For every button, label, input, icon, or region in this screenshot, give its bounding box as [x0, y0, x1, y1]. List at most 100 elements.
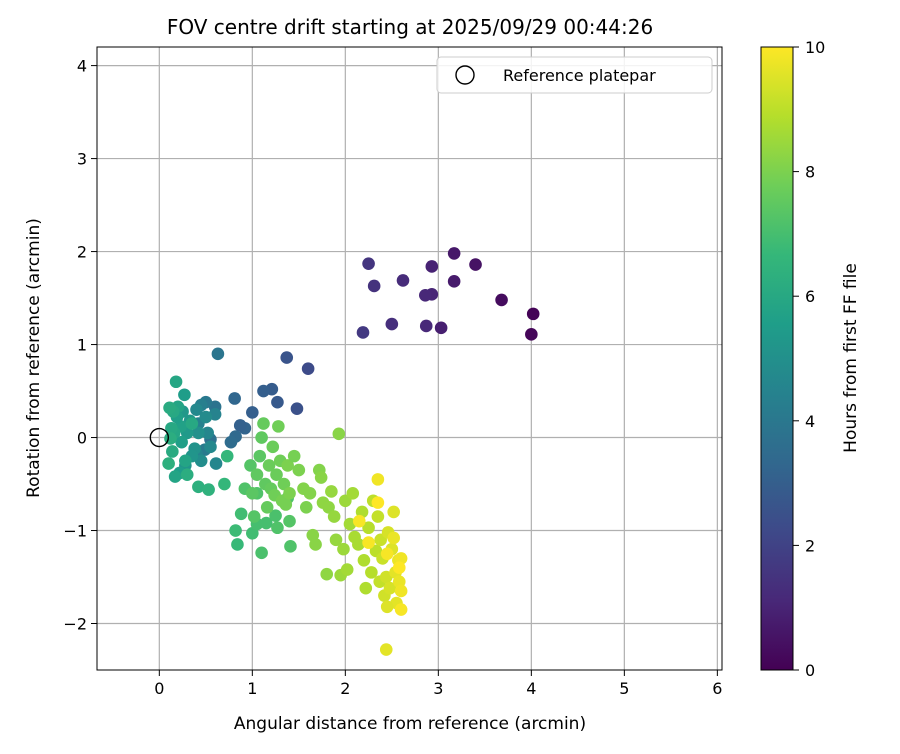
scatter-point — [163, 401, 176, 415]
scatter-point — [434, 321, 448, 335]
scatter-point — [162, 457, 175, 470]
scatter-point — [284, 540, 297, 553]
scatter-point — [346, 487, 360, 500]
scatter-point — [387, 531, 400, 545]
scatter-point — [218, 477, 231, 491]
scatter-point — [231, 538, 244, 551]
y-tick-label: −1 — [63, 522, 87, 541]
scatter-point — [283, 487, 296, 500]
scatter-point — [178, 388, 191, 402]
scatter-point — [371, 510, 385, 523]
x-tick-label: 4 — [526, 679, 536, 698]
scatter-point — [209, 457, 223, 470]
scatter-point — [224, 435, 238, 449]
scatter-point — [255, 546, 268, 560]
scatter-point — [166, 445, 179, 458]
scatter-point — [352, 538, 365, 551]
scatter-point — [185, 417, 199, 430]
scatter-point — [394, 603, 408, 616]
scatter-point — [379, 643, 393, 656]
scatter-point — [250, 468, 264, 482]
data-points — [162, 247, 540, 656]
y-tick-label: −2 — [63, 615, 87, 634]
scatter-point — [447, 247, 461, 260]
y-tick-label: 1 — [77, 336, 87, 355]
scatter-point — [380, 600, 394, 614]
scatter-point — [392, 561, 406, 575]
scatter-point — [526, 307, 540, 321]
scatter-point — [234, 507, 248, 521]
scatter-point — [283, 514, 296, 528]
y-tick-label: 3 — [77, 150, 87, 169]
scatter-point — [287, 449, 301, 463]
x-tick-label: 6 — [712, 679, 722, 698]
scatter-point — [204, 440, 217, 454]
colorbar-gradient — [760, 46, 794, 671]
scatter-point — [380, 547, 394, 561]
scatter-point — [325, 485, 338, 498]
scatter-point — [322, 500, 335, 514]
scatter-point — [192, 426, 205, 440]
scatter-point — [229, 524, 242, 537]
scatter-point — [383, 581, 397, 595]
scatter-point — [327, 510, 341, 523]
x-tick-label: 0 — [154, 679, 164, 698]
scatter-point — [362, 536, 375, 549]
scatter-point — [419, 319, 433, 333]
scatter-point — [194, 454, 208, 468]
scatter-point — [357, 553, 371, 567]
scatter-point — [394, 584, 408, 598]
plot-background — [97, 47, 722, 670]
scatter-point — [179, 454, 192, 468]
scatter-point — [303, 487, 317, 500]
scatter-point — [337, 542, 350, 556]
scatter-point — [246, 527, 259, 540]
scatter-point — [301, 362, 315, 376]
scatter-point — [419, 288, 432, 302]
scatter-point — [260, 500, 274, 514]
scatter-point — [279, 498, 293, 511]
scatter-point — [290, 402, 304, 416]
chart-title: FOV centre drift starting at 2025/09/29 … — [167, 15, 653, 39]
colorbar-tick-label: 6 — [805, 287, 815, 306]
scatter-point — [165, 421, 178, 435]
scatter-point — [367, 279, 381, 293]
legend: Reference platepar — [436, 56, 713, 94]
scatter-point — [180, 468, 194, 482]
scatter-point — [272, 420, 285, 433]
scatter-point — [257, 417, 270, 430]
scatter-point — [447, 275, 461, 288]
scatter-point — [233, 419, 247, 432]
scatter-point — [352, 514, 366, 528]
colorbar-tick-label: 2 — [805, 536, 815, 555]
scatter-point — [270, 468, 283, 482]
scatter-point — [362, 521, 375, 535]
legend-box — [436, 56, 713, 94]
scatter-point — [277, 477, 291, 491]
scatter-point — [387, 505, 400, 519]
scatter-point — [365, 566, 378, 579]
scatter-point — [525, 328, 538, 341]
colorbar-label: Hours from first FF file — [841, 263, 861, 453]
scatter-point — [244, 459, 257, 472]
scatter-point — [385, 317, 399, 331]
scatter-point — [379, 570, 393, 584]
scatter-point — [309, 538, 322, 551]
scatter-point — [199, 410, 213, 424]
scatter-point — [247, 510, 261, 523]
scatter-point — [259, 516, 273, 530]
colorbar-tick-label: 8 — [805, 163, 815, 182]
reference-marker — [149, 427, 170, 448]
scatter-point — [255, 431, 268, 444]
scatter-point — [169, 375, 183, 389]
scatter-point — [192, 480, 205, 494]
scatter-point — [495, 293, 508, 307]
scatter-point — [220, 449, 234, 463]
reference-point — [149, 427, 170, 448]
scatter-point — [271, 521, 284, 535]
scatter-point — [280, 351, 294, 364]
scatter-point — [359, 581, 373, 595]
x-axis-ticks: 0 1 2 3 4 5 6 — [154, 670, 722, 698]
